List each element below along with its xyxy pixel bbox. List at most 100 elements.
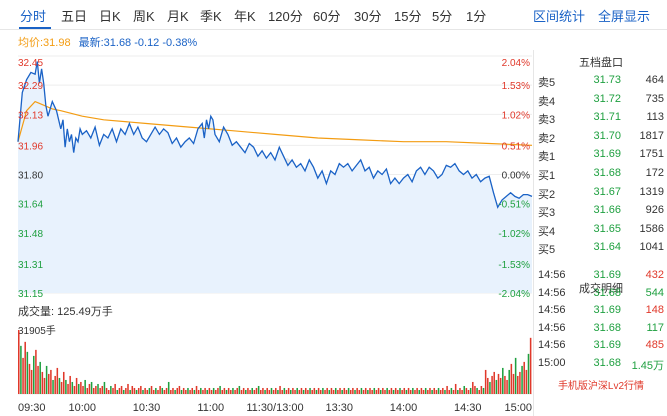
- volume-bar: [60, 381, 63, 394]
- volume-bar: [512, 373, 515, 394]
- price-chart[interactable]: 雪球32.4532.2932.1331.9631.8031.6431.4831.…: [0, 44, 533, 344]
- volume-bar: [352, 387, 354, 394]
- volume-bar: [234, 389, 236, 394]
- tab-30-min[interactable]: 30分: [354, 9, 382, 24]
- volume-bar: [495, 379, 498, 394]
- tab-monthly-k[interactable]: 月K: [167, 9, 189, 24]
- tab-five-day[interactable]: 五日: [61, 9, 88, 24]
- latest-price-label: 最新:31.68 -0.12 -0.38%: [78, 37, 198, 49]
- volume-bar: [375, 389, 378, 394]
- tab-intraday[interactable]: 分时: [20, 9, 47, 24]
- order-book-row: 买1 31.68 172: [534, 165, 667, 183]
- volume-bar: [266, 387, 268, 394]
- volume-bar: [319, 389, 322, 394]
- pct-tick-label: 0.51%: [502, 141, 530, 152]
- volume-bar: [403, 387, 406, 394]
- range-stats-link[interactable]: 区间统计: [533, 9, 586, 24]
- tab-1-min[interactable]: 1分: [466, 9, 487, 24]
- volume-bar: [101, 385, 104, 394]
- volume-bar: [298, 389, 301, 394]
- order-book-level: 卖1: [538, 151, 556, 164]
- volume-bar: [125, 387, 127, 394]
- volume-total-label: 成交量: 125.49万手: [18, 306, 113, 318]
- volume-bar: [84, 379, 86, 394]
- trade-price: 31.68: [593, 321, 621, 334]
- volume-bar: [476, 387, 478, 394]
- volume-bar: [499, 377, 502, 394]
- volume-chart[interactable]: 09:30 10:00 10:30 11:00 11:30/13:00 13:30 14:0…: [0, 316, 533, 416]
- volume-bar: [514, 357, 517, 394]
- tab-120-min[interactable]: 120分: [268, 9, 303, 24]
- volume-bar: [35, 349, 37, 394]
- volume-bar: [200, 387, 202, 394]
- volume-bar: [465, 387, 468, 394]
- order-book-price: 31.73: [593, 74, 621, 86]
- y-tick-label: 31.31: [18, 260, 43, 271]
- volume-bar: [304, 387, 307, 394]
- volume-bar: [174, 389, 176, 394]
- volume-bar: [386, 387, 388, 394]
- tab-yearly-k[interactable]: 年K: [234, 9, 256, 24]
- pct-tick-label: 2.04%: [502, 58, 530, 69]
- volume-bar: [384, 389, 386, 394]
- chart-legend: 均价:31.98 最新:31.68 -0.12 -0.38%: [18, 34, 197, 50]
- volume-bar: [377, 387, 380, 394]
- volume-bar: [474, 385, 476, 394]
- tab-60-min[interactable]: 60分: [313, 9, 341, 24]
- volume-bar: [230, 389, 232, 394]
- volume-bar: [50, 369, 52, 394]
- trade-time: 14:56: [538, 286, 566, 299]
- volume-bar: [43, 377, 46, 394]
- order-book-price: 31.64: [593, 241, 621, 254]
- volume-bar: [180, 389, 183, 394]
- volume-bar: [242, 387, 245, 394]
- volume-bar: [437, 387, 440, 394]
- order-book-title: 五档盘口: [579, 57, 623, 69]
- volume-bar: [120, 385, 123, 394]
- volume-bar: [45, 365, 48, 394]
- volume-bar: [99, 387, 101, 394]
- pct-tick-label: -1.53%: [498, 260, 530, 271]
- volume-bar: [497, 373, 500, 394]
- volume-bar: [182, 387, 185, 394]
- tab-weekly-k[interactable]: 周K: [133, 9, 155, 24]
- volume-bar: [223, 387, 226, 394]
- volume-bar: [431, 389, 433, 394]
- trade-price: 31.68: [593, 286, 621, 299]
- volume-bar: [159, 385, 161, 394]
- tab-15-min[interactable]: 15分: [394, 9, 422, 24]
- trade-price: 31.69: [593, 269, 621, 281]
- fullscreen-link[interactable]: 全屏显示: [598, 9, 651, 24]
- volume-bar: [206, 389, 209, 394]
- order-book-price: 31.66: [593, 204, 621, 217]
- trade-volume: 485: [645, 339, 664, 352]
- volume-bar: [457, 389, 459, 394]
- tab-quarterly-k[interactable]: 季K: [200, 9, 222, 24]
- volume-bar: [328, 389, 331, 394]
- volume-bar: [433, 387, 436, 394]
- pct-tick-label: 1.02%: [502, 110, 530, 121]
- lv2-quote-link[interactable]: 手机版沪深Lv2行情: [557, 381, 645, 392]
- volume-bar: [39, 361, 41, 394]
- trade-time: 14:56: [538, 269, 566, 281]
- volume-bar: [420, 387, 423, 394]
- volume-bar: [343, 387, 346, 394]
- volume-bar: [444, 389, 446, 394]
- tab-daily-k[interactable]: 日K: [99, 9, 121, 24]
- pct-tick-label: 0.00%: [502, 171, 530, 182]
- volume-bar: [20, 345, 22, 394]
- order-book-row: 买5 31.64 1041: [534, 239, 667, 257]
- volume-bar: [140, 385, 142, 394]
- trade-volume: 117: [646, 321, 664, 334]
- volume-bar: [448, 389, 451, 394]
- tab-5-min[interactable]: 5分: [432, 9, 453, 24]
- trade-row: 14:56 31.69 148: [534, 302, 667, 320]
- volume-bar: [80, 381, 82, 394]
- volume-bar: [270, 387, 273, 394]
- volume-bar: [287, 387, 290, 394]
- volume-bar: [105, 387, 108, 394]
- trade-time: 14:56: [538, 321, 566, 334]
- volume-bar: [32, 355, 35, 394]
- volume-bar: [202, 389, 204, 394]
- volume-bar: [379, 389, 382, 394]
